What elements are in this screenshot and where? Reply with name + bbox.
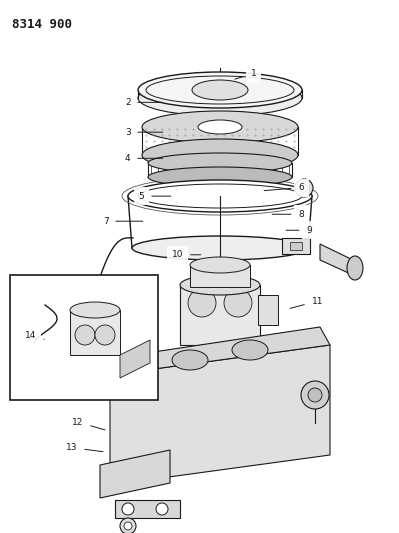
Text: 8314 900: 8314 900 [12, 18, 72, 31]
Text: 2: 2 [125, 98, 163, 107]
Bar [88, 294, 98, 302]
Ellipse shape [132, 236, 308, 260]
Ellipse shape [198, 120, 242, 134]
Polygon shape [320, 244, 355, 276]
Ellipse shape [156, 503, 168, 515]
FancyArrow shape [229, 72, 237, 78]
Ellipse shape [224, 289, 252, 317]
Ellipse shape [301, 381, 329, 409]
Ellipse shape [300, 184, 308, 192]
Ellipse shape [138, 80, 302, 116]
Bar [180, 285, 260, 345]
Ellipse shape [232, 340, 268, 360]
Bar [258, 295, 278, 325]
Bar [290, 242, 302, 250]
Ellipse shape [190, 257, 250, 273]
Text: 1: 1 [235, 69, 256, 79]
Polygon shape [110, 327, 330, 375]
Ellipse shape [295, 179, 313, 197]
Text: 3: 3 [125, 128, 163, 136]
Text: 12: 12 [72, 418, 105, 430]
Ellipse shape [124, 522, 132, 530]
Text: 9: 9 [286, 226, 312, 235]
Ellipse shape [208, 262, 232, 270]
Ellipse shape [95, 325, 115, 345]
Text: 11: 11 [290, 297, 323, 309]
Ellipse shape [70, 302, 120, 318]
Ellipse shape [128, 180, 312, 212]
Ellipse shape [138, 72, 302, 108]
FancyArrow shape [203, 72, 211, 78]
Ellipse shape [347, 256, 363, 280]
Ellipse shape [196, 258, 244, 274]
Text: 8: 8 [272, 210, 304, 219]
Bar [10, 275, 158, 400]
Polygon shape [120, 340, 150, 378]
Ellipse shape [148, 167, 292, 187]
Polygon shape [110, 345, 330, 485]
Ellipse shape [120, 518, 136, 533]
Ellipse shape [75, 325, 95, 345]
Ellipse shape [148, 153, 292, 173]
Text: 10: 10 [172, 251, 201, 259]
Bar [70, 310, 120, 355]
Bar [282, 238, 310, 254]
Text: 13: 13 [66, 443, 103, 452]
Ellipse shape [192, 80, 248, 100]
Text: 14: 14 [26, 332, 44, 340]
Ellipse shape [142, 139, 298, 171]
Ellipse shape [180, 275, 260, 295]
Ellipse shape [142, 111, 298, 143]
Ellipse shape [308, 388, 322, 402]
Bar [115, 500, 180, 518]
Text: 6: 6 [264, 183, 304, 192]
Ellipse shape [122, 503, 134, 515]
Text: 5: 5 [139, 192, 171, 200]
Bar [190, 265, 250, 287]
Polygon shape [100, 450, 170, 498]
Ellipse shape [172, 350, 208, 370]
Text: 7: 7 [103, 217, 143, 225]
Text: 4: 4 [125, 154, 163, 163]
Ellipse shape [188, 289, 216, 317]
